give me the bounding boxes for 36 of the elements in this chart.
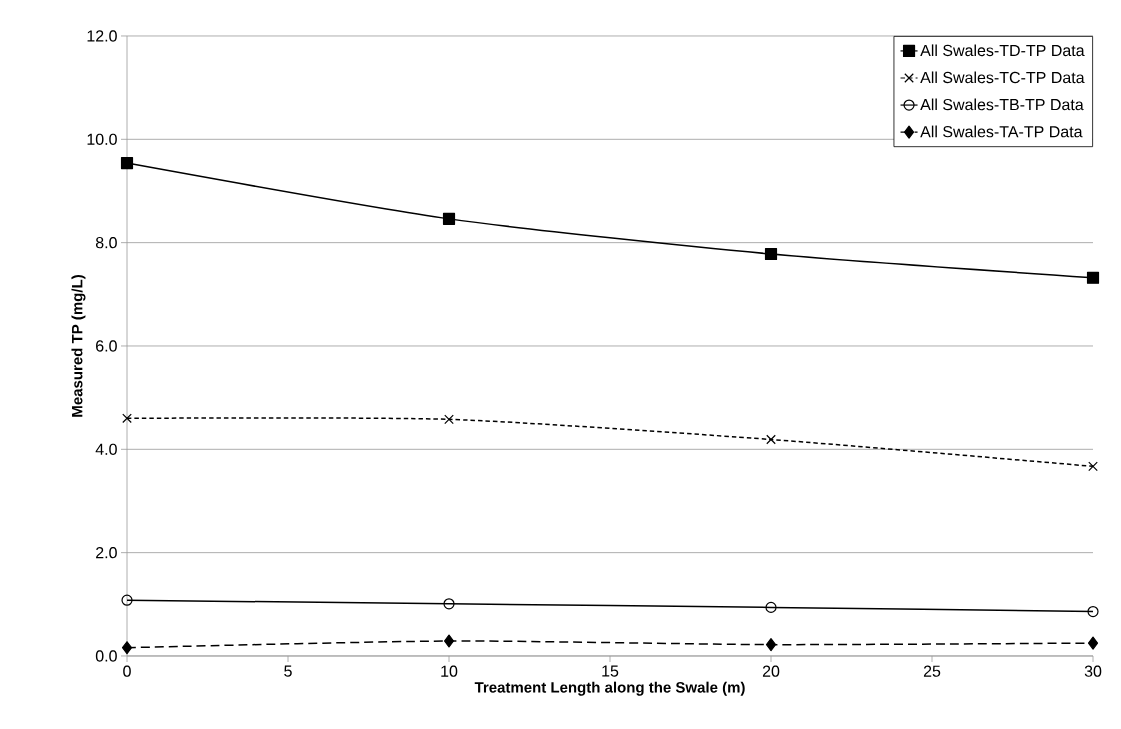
x-tick-label: 5 (284, 665, 292, 677)
point (1087, 636, 1099, 650)
legend-label: All Swales-TB-TP Data (920, 98, 1084, 111)
x-axis-title: Treatment Length along the Swale (m) (474, 681, 745, 696)
x-tick-label: 30 (1084, 665, 1102, 677)
point (764, 247, 778, 261)
legend-label: All Swales-TA-TP Data (920, 125, 1083, 138)
point (122, 413, 132, 424)
x-tick-label: 10 (441, 665, 458, 677)
x-tick-label: 25 (923, 665, 941, 677)
y-tick-label: 4.0 (95, 443, 117, 455)
point (444, 414, 454, 425)
legend-label: All Swales-TC-TP Data (920, 71, 1085, 84)
y-tick-label: 2.0 (96, 546, 117, 559)
point (442, 212, 456, 225)
point (1088, 461, 1098, 472)
point (1086, 271, 1100, 284)
point (765, 638, 777, 652)
point (766, 434, 776, 445)
point (120, 157, 134, 170)
y-tick-label: 6.0 (96, 340, 117, 352)
y-axis-title: Measured TP (mg/L) (71, 275, 86, 417)
point (121, 594, 133, 606)
point (121, 641, 133, 655)
y-tick-label: 10.0 (87, 133, 117, 145)
point (1087, 605, 1099, 618)
point (443, 634, 455, 648)
point (765, 601, 777, 613)
x-tick-label: 20 (762, 665, 780, 677)
y-tick-label: 12.0 (87, 30, 117, 42)
point (443, 598, 455, 610)
x-tick-label: 15 (602, 665, 619, 677)
y-tick-label: 0.0 (95, 650, 117, 662)
x-tick-label: 0 (123, 665, 131, 677)
y-tick-label: 8.0 (95, 236, 117, 249)
legend-label: All Swales-TD-TP Data (920, 44, 1085, 57)
